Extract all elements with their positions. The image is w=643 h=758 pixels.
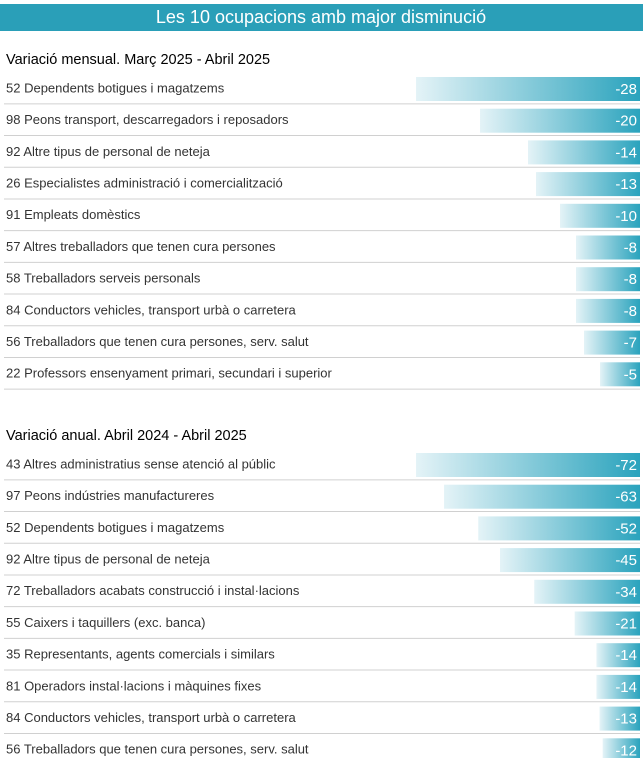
bar (536, 172, 640, 197)
value-label: -10 (615, 208, 637, 225)
value-label: -8 (624, 239, 637, 256)
bar (528, 140, 640, 165)
category-label: 55 Caixers i taquillers (exc. banca) (6, 615, 205, 630)
value-label: -13 (615, 176, 637, 193)
category-label: 58 Treballadors serveis personals (6, 271, 201, 286)
value-label: -52 (615, 520, 637, 537)
category-label: 26 Especialistes administració i comerci… (6, 176, 283, 191)
category-label: 52 Dependents botigues i magatzems (6, 520, 225, 535)
value-label: -63 (615, 489, 637, 506)
value-label: -5 (624, 366, 637, 383)
bar (584, 330, 640, 355)
bar (596, 643, 640, 668)
bar (576, 267, 640, 292)
value-label: -21 (615, 615, 637, 632)
value-label: -12 (615, 742, 637, 758)
bar (602, 738, 640, 758)
bar (534, 579, 640, 604)
category-label: 84 Conductors vehicles, transport urbà o… (6, 302, 297, 317)
value-label: -7 (624, 335, 637, 352)
bar (600, 362, 640, 387)
value-label: -14 (615, 144, 637, 161)
value-label: -14 (615, 679, 637, 696)
value-label: -14 (615, 647, 637, 664)
category-label: 92 Altre tipus de personal de neteja (6, 552, 211, 567)
category-label: 57 Altres treballadors que tenen cura pe… (6, 239, 276, 254)
category-label: 97 Peons indústries manufactureres (6, 488, 215, 503)
value-label: -28 (615, 81, 637, 98)
category-label: 56 Treballadors que tenen cura persones,… (6, 742, 309, 757)
bar (500, 548, 640, 573)
category-label: 43 Altres administratius sense atenció a… (6, 456, 276, 471)
bar (560, 203, 640, 228)
bar (576, 298, 640, 323)
value-label: -34 (615, 584, 637, 601)
page-title: Les 10 ocupacions amb major disminució (156, 7, 486, 27)
category-label: 91 Empleats domèstics (6, 207, 141, 222)
section-title: Variació anual. Abril 2024 - Abril 2025 (6, 428, 247, 444)
value-label: -13 (615, 711, 637, 728)
category-label: 35 Representants, agents comercials i si… (6, 647, 275, 662)
bar (599, 706, 640, 731)
category-label: 84 Conductors vehicles, transport urbà o… (6, 710, 297, 725)
category-label: 98 Peons transport, descarregadors i rep… (6, 112, 289, 127)
category-label: 81 Operadors instal·lacions i màquines f… (6, 678, 262, 693)
section-title: Variació mensual. Març 2025 - Abril 2025 (6, 52, 270, 68)
category-label: 56 Treballadors que tenen cura persones,… (6, 334, 309, 349)
value-label: -20 (615, 113, 637, 130)
bar (574, 611, 640, 636)
value-label: -8 (624, 271, 637, 288)
bar (416, 77, 640, 101)
category-label: 52 Dependents botigues i magatzems (6, 80, 225, 95)
title-banner (0, 4, 643, 31)
category-label: 72 Treballadors acabats construcció i in… (6, 583, 300, 598)
bar (416, 453, 640, 477)
value-label: -72 (615, 457, 637, 474)
bar (444, 484, 640, 509)
value-label: -8 (624, 303, 637, 320)
bar (480, 108, 640, 133)
bar (478, 516, 640, 541)
bar (576, 235, 640, 260)
bar (596, 674, 640, 699)
value-label: -45 (615, 552, 637, 569)
category-label: 92 Altre tipus de personal de neteja (6, 144, 211, 159)
category-label: 22 Professors ensenyament primari, secun… (6, 366, 333, 381)
